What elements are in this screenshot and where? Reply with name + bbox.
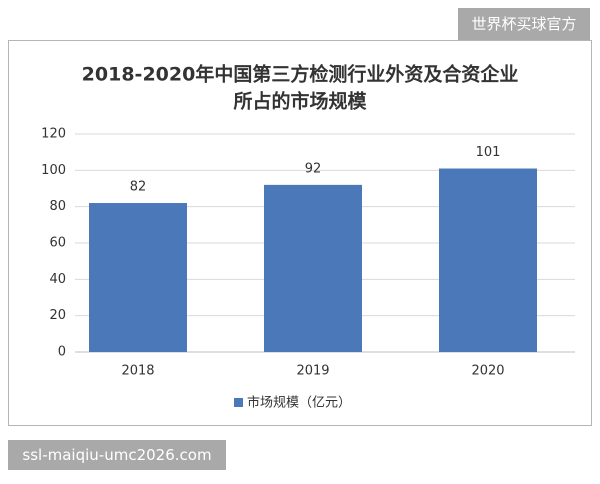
y-tick-label: 40 (49, 272, 66, 287)
x-tick-label: 2020 (471, 364, 504, 379)
watermark-box (458, 8, 590, 40)
watermark: 世界杯买球官方 (471, 15, 576, 33)
value-label: 92 (305, 161, 322, 176)
legend-label: 市场规模（亿元） (247, 395, 351, 411)
x-tick-label: 2018 (121, 364, 154, 379)
y-tick-label: 120 (41, 127, 66, 142)
chart-title: 2018-2020年中国第三方检测行业外资及合资企业 (82, 63, 519, 86)
value-label: 82 (130, 180, 147, 195)
y-tick-label: 60 (49, 236, 66, 251)
y-tick-label: 100 (41, 163, 66, 178)
chart-title: 所占的市场规模 (233, 90, 367, 113)
y-tick-label: 80 (49, 199, 66, 214)
y-tick-label: 0 (58, 345, 66, 360)
bar (89, 203, 187, 352)
footer-url: ssl-maiqiu-umc2026.com (22, 446, 211, 464)
bar (439, 168, 537, 352)
x-tick-label: 2019 (296, 364, 329, 379)
bar (264, 184, 362, 352)
y-tick-label: 20 (49, 308, 66, 323)
legend-swatch (234, 398, 243, 407)
value-label: 101 (476, 145, 501, 160)
footer-box (8, 440, 226, 470)
